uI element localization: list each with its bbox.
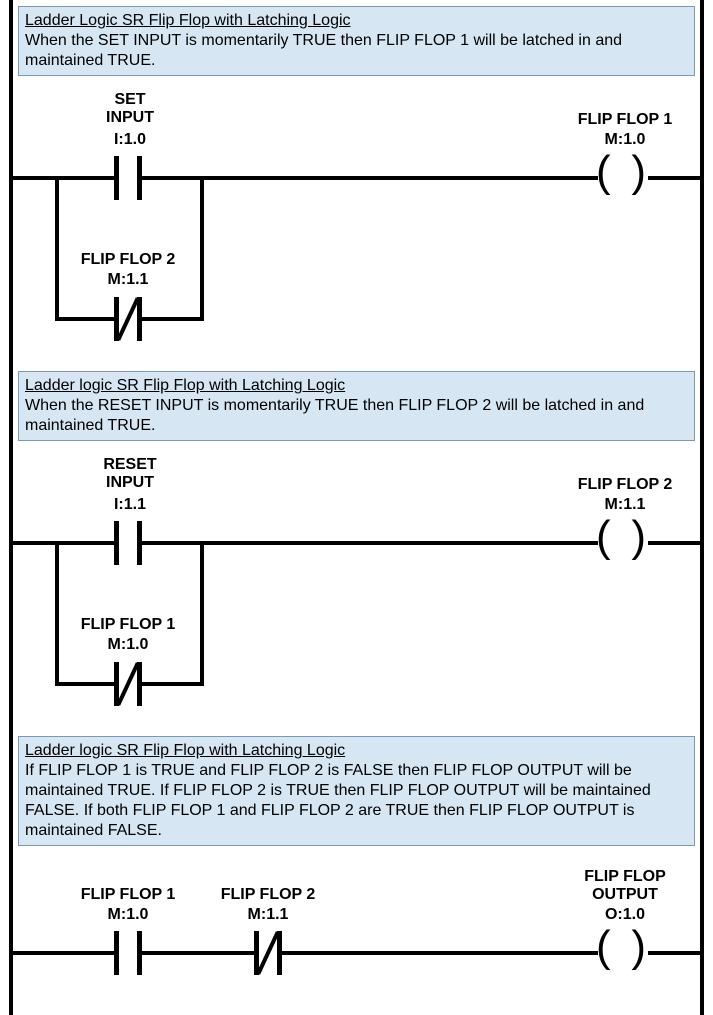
contact-label: FLIP FLOP 2 <box>68 251 188 269</box>
no-contact-icon <box>108 931 148 975</box>
rung: FLIP FLOP 1 M:1.0 FLIP FLOP 2 M:1.1 FLIP… <box>0 846 713 1001</box>
contact-label: FLIP FLOP 2 <box>208 886 328 904</box>
nc-contact-icon <box>108 662 148 706</box>
rung-comment: Ladder logic SR Flip Flop with Latching … <box>18 736 695 846</box>
comment-title: Ladder Logic SR Flip Flop with Latching … <box>25 11 688 31</box>
coil-address: O:1.0 <box>555 906 695 924</box>
nc-contact-icon <box>108 297 148 341</box>
ladder-diagram: Ladder Logic SR Flip Flop with Latching … <box>0 0 713 1015</box>
coil-icon: () <box>596 521 652 565</box>
contact-label: FLIP FLOP 1 <box>68 886 188 904</box>
rung-comment: Ladder Logic SR Flip Flop with Latching … <box>18 6 695 76</box>
coil-icon: () <box>596 156 652 200</box>
contact-address: I:1.1 <box>80 496 180 514</box>
contact-label: FLIP FLOP 1 <box>68 616 188 634</box>
rung-comment: Ladder logic SR Flip Flop with Latching … <box>18 371 695 441</box>
rung: SET INPUT I:1.0 FLIP FLOP 2 M:1.1 FLIP F… <box>0 76 713 371</box>
coil-label: FLIP FLOP OUTPUT <box>555 868 695 905</box>
comment-title: Ladder logic SR Flip Flop with Latching … <box>25 741 688 761</box>
comment-body: When the SET INPUT is momentarily TRUE t… <box>25 32 622 69</box>
contact-address: M:1.1 <box>68 271 188 289</box>
coil-icon: () <box>596 931 652 975</box>
contact-address: M:1.1 <box>208 906 328 924</box>
contact-address: I:1.0 <box>80 131 180 149</box>
coil-address: M:1.0 <box>555 131 695 149</box>
coil-label: FLIP FLOP 1 <box>555 111 695 129</box>
contact-label: RESET INPUT <box>80 456 180 493</box>
contact-label: SET INPUT <box>80 91 180 128</box>
comment-title: Ladder logic SR Flip Flop with Latching … <box>25 376 688 396</box>
coil-label: FLIP FLOP 2 <box>555 476 695 494</box>
coil-address: M:1.1 <box>555 496 695 514</box>
contact-address: M:1.0 <box>68 906 188 924</box>
contact-address: M:1.0 <box>68 636 188 654</box>
rung: RESET INPUT I:1.1 FLIP FLOP 1 M:1.0 FLIP… <box>0 441 713 736</box>
no-contact-icon <box>108 521 148 565</box>
comment-body: If FLIP FLOP 1 is TRUE and FLIP FLOP 2 i… <box>25 762 651 839</box>
nc-contact-icon <box>248 931 288 975</box>
comment-body: When the RESET INPUT is momentarily TRUE… <box>25 397 644 434</box>
no-contact-icon <box>108 156 148 200</box>
